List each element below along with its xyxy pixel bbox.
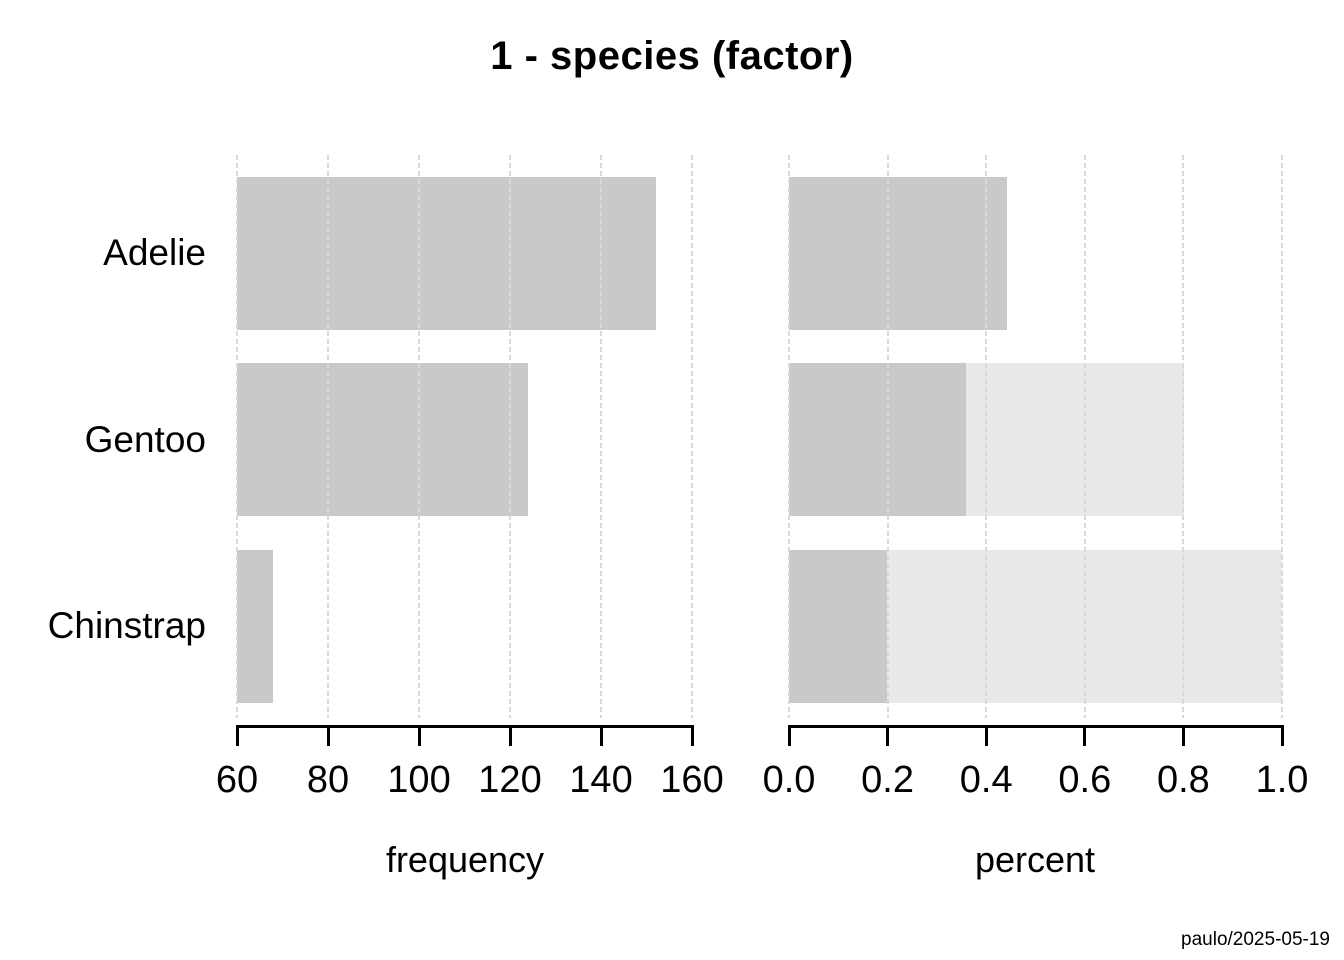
- gridline: [1281, 155, 1283, 718]
- category-label-gentoo: Gentoo: [84, 419, 206, 460]
- gridline: [236, 155, 238, 718]
- x-axis-tick: [508, 727, 512, 746]
- gridline: [509, 155, 511, 718]
- tick-label: 160: [660, 759, 724, 801]
- tick-label: 0.6: [1058, 759, 1112, 801]
- tick-label: 1.0: [1255, 759, 1309, 801]
- tick-label: 140: [569, 759, 633, 801]
- tick-label: 0.2: [861, 759, 914, 801]
- bar-adelie-percent: [789, 177, 1007, 330]
- tick-label: 120: [478, 759, 542, 801]
- x-axis-line: [788, 725, 1284, 728]
- gridline: [788, 155, 790, 718]
- bar-gentoo-percent: [789, 363, 967, 516]
- bar-chinstrap-percent: [789, 550, 887, 703]
- gridline: [327, 155, 329, 718]
- x-axis-tick: [417, 727, 421, 746]
- gridline: [886, 155, 889, 718]
- x-axis-title-percent: percent: [974, 839, 1096, 880]
- bar-adelie-frequency: [237, 177, 656, 330]
- x-axis-line: [236, 725, 694, 728]
- x-axis-tick: [690, 727, 694, 746]
- x-axis-tick: [599, 727, 603, 746]
- tick-label: 60: [215, 759, 259, 801]
- category-label-adelie: Adelie: [103, 232, 206, 273]
- x-axis-tick: [886, 727, 890, 746]
- tick-label: 0.8: [1156, 759, 1210, 801]
- tick-label: 0.4: [959, 759, 1013, 801]
- gridline: [600, 155, 602, 718]
- bar-chinstrap-frequency: [237, 550, 274, 703]
- x-axis-tick: [326, 727, 330, 746]
- x-axis-tick: [1181, 727, 1185, 746]
- x-axis-title-frequency: frequency: [385, 839, 545, 880]
- category-label-chinstrap: Chinstrap: [47, 605, 206, 646]
- stamp-user-date: paulo/2025-05-19: [1181, 929, 1330, 950]
- tick-label: 100: [387, 759, 451, 801]
- gridline: [691, 155, 693, 718]
- x-axis-tick: [1280, 727, 1284, 746]
- x-axis-tick: [787, 727, 791, 746]
- gridline: [1182, 155, 1185, 718]
- tick-label: 0.0: [762, 759, 816, 801]
- x-axis-tick: [235, 727, 239, 746]
- bar-gentoo-frequency: [237, 363, 529, 516]
- chart-title: 1 - species (factor): [490, 34, 854, 78]
- tick-label: 80: [306, 759, 350, 801]
- x-axis-tick: [984, 727, 988, 746]
- x-axis-tick: [1083, 727, 1087, 746]
- gridline: [985, 155, 988, 718]
- gridline: [1083, 155, 1086, 718]
- gridline: [418, 155, 420, 718]
